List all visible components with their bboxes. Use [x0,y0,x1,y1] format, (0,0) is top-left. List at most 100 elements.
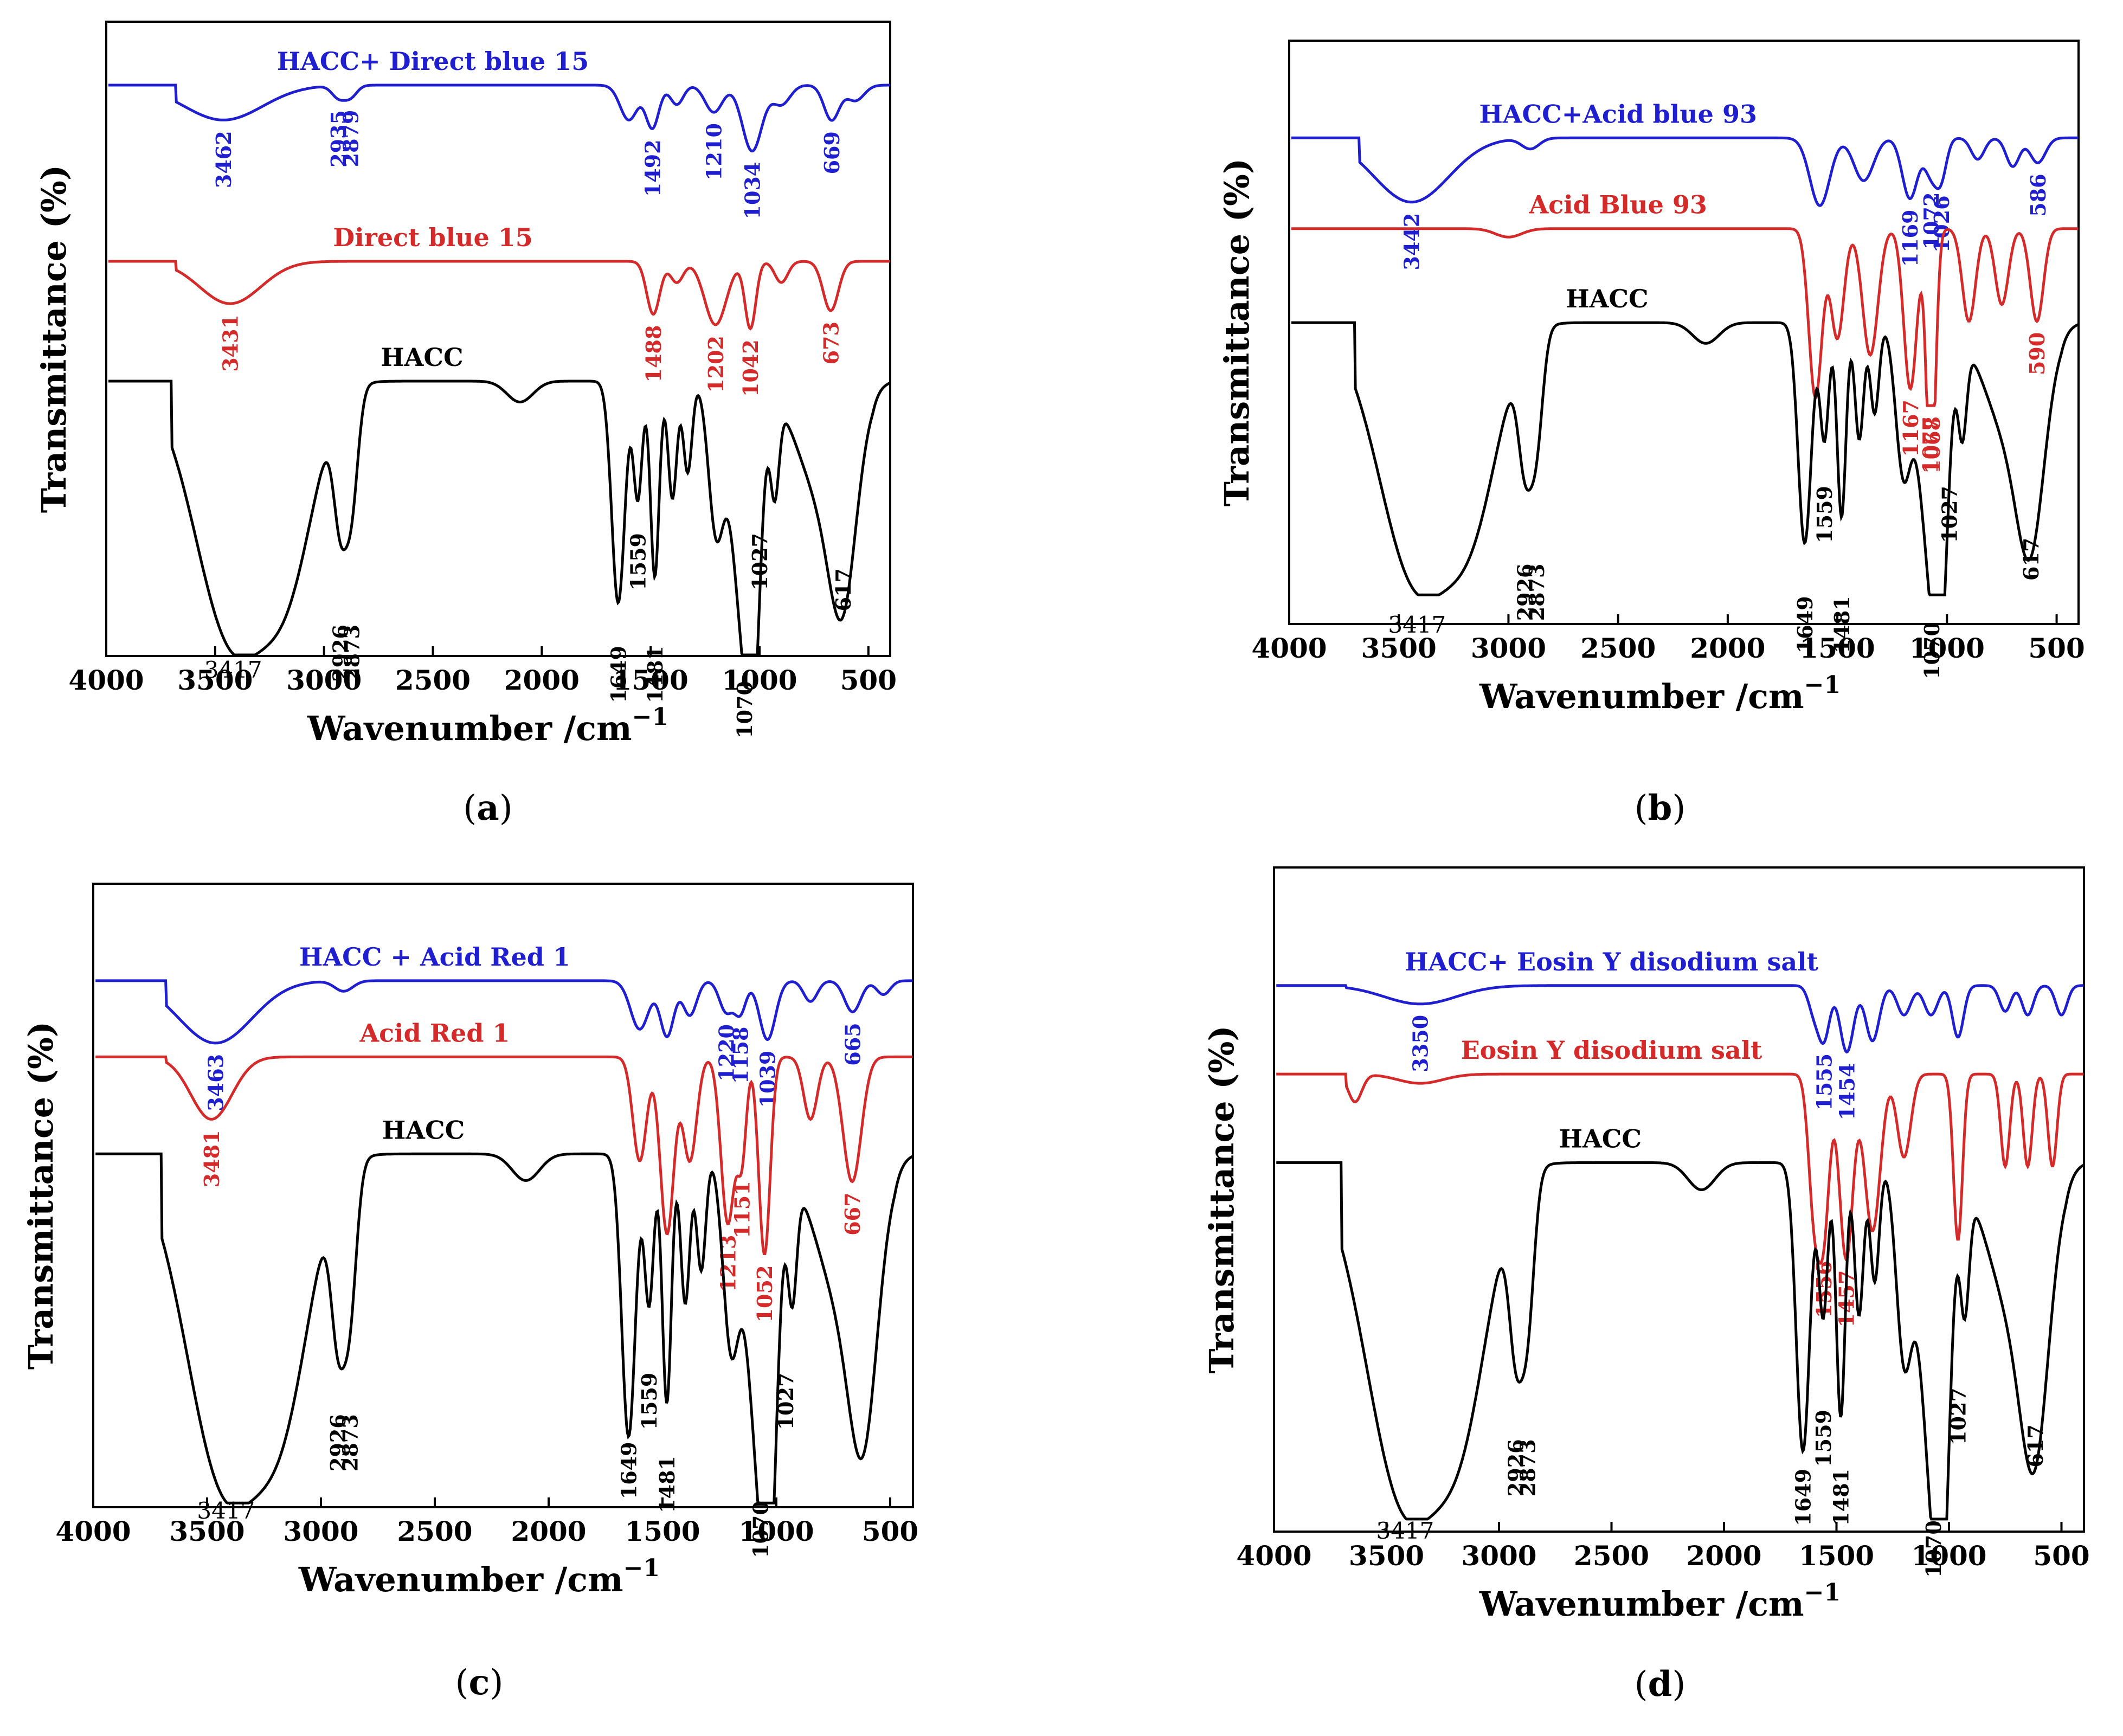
x-tick-label: 1000 [1909,632,1985,664]
x-tick-label: 2500 [1574,1540,1649,1572]
series-name: HACC [1559,1124,1642,1153]
series-name: Acid Blue 93 [1528,190,1707,220]
series-line [108,83,890,153]
hacc-peak-label: 2926 [1513,563,1537,621]
series-line [1291,227,2079,407]
peak-label: 3462 [211,131,236,188]
x-tick-label: 1500 [1800,632,1875,664]
hacc-peak-label: 1559 [1812,486,1837,543]
series-name: HACC+Acid blue 93 [1479,99,1757,128]
hacc-peak-label: 1481 [655,1456,679,1513]
series-line [108,260,890,331]
series-line [1291,136,2079,207]
hacc-peak-label: 1559 [1811,1410,1836,1467]
hacc-peak-label: 1070 [1921,1520,1946,1578]
x-axis-label: Wavenumber /cm−1 [1479,1579,1841,1624]
peak-label: 1034 [740,162,764,220]
peak-label: 1213 [716,1235,741,1293]
peak-label: 3431 [218,314,243,372]
panel-c: 4000 3500 3000 2500 2000 1500 1000 500 Wavenumbe… [21,883,918,1703]
hacc-peak-label: 1070 [732,681,757,738]
hacc-peak-label: 2926 [328,625,352,682]
peak-label: 665 [841,1023,865,1065]
x-tick-label: 4000 [68,664,144,696]
x-tick-label: 3000 [1471,632,1546,664]
x-axis-label: Wavenumber /cm−1 [1479,671,1841,716]
x-tick-label: 2000 [1690,632,1765,664]
x-tick-label: 4000 [1236,1540,1311,1572]
hacc-peak-label: 1559 [626,533,650,590]
series-line [108,380,891,657]
x-tick-label: 1000 [722,664,797,696]
series-line [1276,984,2084,1054]
peak-label: 3481 [200,1130,224,1187]
plot-frame [92,883,914,1508]
peak-label: 1202 [704,336,728,393]
hacc-peak-label: 3417 [1376,1518,1434,1544]
series-name: Eosin Y disodium salt [1461,1036,1763,1065]
x-axis-label-sup: −1 [1804,1579,1841,1606]
peak-label: 2879 [338,110,363,168]
hacc-peak-label: 617 [2023,1424,2048,1467]
hacc-peak-label: 1481 [1830,596,1854,653]
panel-d: 4000 3500 3000 2500 2000 1500 1000 500 Wavenumbe… [1202,866,2090,1705]
panel-caption-letter: a [477,788,499,828]
peak-label: 1042 [738,339,763,397]
peak-label: 1488 [641,325,666,383]
peak-label: 3463 [204,1054,228,1111]
hacc-peak-label: 3417 [204,657,262,683]
peak-label: 1220 [715,1024,739,1082]
x-tick-label: 3500 [1349,1540,1424,1572]
panel-caption: (a) [463,788,512,828]
series-name: HACC [382,1115,465,1145]
x-tick-label: 500 [2028,632,2085,664]
panel-b: 4000 3500 3000 2500 2000 1500 1000 500 Wavenumbe… [1217,40,2085,828]
hacc-peak-label: 2873 [1516,1439,1540,1496]
hacc-peak-label: 2926 [1504,1439,1528,1496]
series-line [1276,1161,2085,1521]
x-tick-label: 2500 [395,664,471,696]
series-name: HACC [381,343,463,372]
peak-label: 1068 [1920,416,1945,474]
series-line [1276,1072,2084,1265]
x-tick-label: 2500 [1580,632,1656,664]
x-tick-label: 3500 [169,1515,245,1547]
plot-frame [1288,40,2080,625]
peak-label: 1072 [1919,192,1944,250]
panel-caption-letter: b [1648,788,1672,828]
series-name: Acid Red 1 [359,1018,510,1047]
x-tick-label: 2000 [504,664,580,696]
y-axis-label: Transmittance (%) [1202,1025,1241,1374]
hacc-peak-label: 2873 [1524,563,1549,621]
hacc-peak-label: 617 [2019,538,2043,581]
peak-label: 1167 [1899,400,1923,457]
panel-caption-letter: d [1648,1664,1672,1705]
x-tick-label: 4000 [55,1515,131,1547]
series-name: HACC+ Eosin Y disodium salt [1405,947,1819,976]
x-tick-label: 500 [840,664,897,696]
x-axis-label-sup: −1 [623,1554,660,1582]
panel-caption: (b) [1635,788,1686,828]
plot-frame [1273,866,2085,1533]
peak-label: 590 [2025,332,2049,375]
hacc-peak-label: 1649 [1793,596,1817,653]
x-tick-label: 2000 [1686,1540,1761,1572]
peak-label: 3350 [1408,1015,1433,1072]
hacc-peak-label: 1649 [606,646,631,703]
x-tick-label: 3500 [177,664,253,696]
hacc-peak-label: 1481 [1829,1469,1853,1526]
x-tick-label: 1500 [625,1515,700,1547]
series-name: Direct blue 15 [333,223,533,252]
peak-label: 3442 [1400,213,1424,271]
x-axis-label-sup: −1 [1804,671,1841,699]
x-tick-label: 2000 [511,1515,586,1547]
peak-label: 1077 [1918,416,1942,474]
x-axis-label: Wavenumber /cm−1 [307,703,668,748]
x-tick-label: 1500 [1799,1540,1874,1572]
hacc-peak-label: 3417 [197,1497,255,1524]
panel-caption-letter: c [469,1662,490,1703]
series-line [95,1152,913,1504]
hacc-peak-label: 1027 [1946,1387,1971,1445]
x-tick-label: 500 [2033,1540,2089,1572]
x-tick-label: 3000 [1461,1540,1536,1572]
